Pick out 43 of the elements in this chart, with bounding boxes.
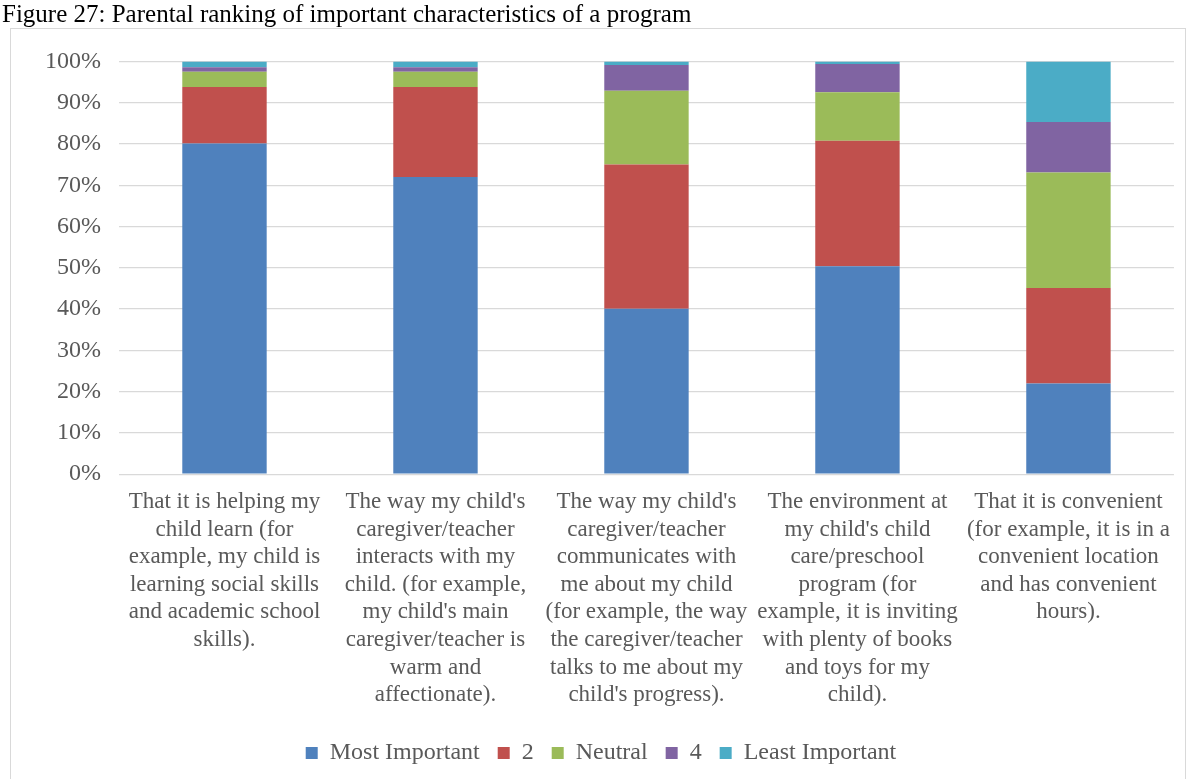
y-tick-label: 70% bbox=[56, 170, 101, 197]
y-tick-label: 40% bbox=[56, 294, 101, 321]
y-tick-label: 20% bbox=[56, 376, 101, 403]
x-tick-label: The way my child's caregiver/teacher communicates with me about my child (for example, the way the caregiver/teacher talks to me about my child's progress). bbox=[545, 488, 748, 707]
x-tick-label: That it is convenient (for example, it is in a convenient location and has convenient hours). bbox=[966, 488, 1170, 624]
bar bbox=[393, 67, 478, 72]
y-tick-label: 60% bbox=[56, 211, 101, 238]
bar bbox=[1026, 122, 1111, 173]
chart-title: Figure 27: Parental ranking of important characteristics of a program bbox=[2, 0, 692, 28]
bar bbox=[1026, 383, 1111, 474]
bar bbox=[604, 308, 689, 474]
bar bbox=[182, 143, 267, 474]
y-tick-label: 50% bbox=[56, 253, 101, 280]
legend-label: Most Important bbox=[329, 738, 481, 765]
bar bbox=[815, 92, 900, 141]
bar bbox=[1026, 61, 1111, 123]
x-tick-label: The environment at my child's child care/preschool program (for example, it is inviting with plenty of books and toys for my child). bbox=[757, 488, 959, 707]
bar bbox=[815, 140, 900, 267]
legend-label: Neutral bbox=[575, 738, 648, 765]
y-tick-label: 80% bbox=[56, 129, 101, 156]
bar bbox=[604, 164, 689, 309]
y-tick-label: 100% bbox=[44, 46, 101, 73]
legend-label: Least Important bbox=[743, 738, 897, 765]
bar bbox=[393, 71, 478, 87]
bar bbox=[604, 90, 689, 165]
y-tick-label: 0% bbox=[68, 459, 101, 486]
bar bbox=[393, 86, 478, 177]
bar bbox=[393, 176, 478, 474]
bar bbox=[815, 63, 900, 93]
y-tick-label: 30% bbox=[56, 335, 101, 362]
bar bbox=[815, 266, 900, 474]
legend-label: 4 bbox=[689, 738, 702, 765]
bar bbox=[182, 67, 267, 72]
x-tick-label: That it is helping my child learn (for example, my child is learning social skills and academic school skills). bbox=[128, 488, 321, 652]
bar bbox=[604, 65, 689, 91]
x-tick-label: The way my child's caregiver/teacher interacts with my child. (for example, my child's main caregiver/teacher is warm and affectionate). bbox=[344, 488, 527, 707]
y-tick-label: 10% bbox=[56, 418, 101, 445]
legend-label: 2 bbox=[521, 738, 534, 765]
y-tick-label: 90% bbox=[56, 87, 101, 114]
bar bbox=[182, 71, 267, 87]
bar bbox=[182, 86, 267, 144]
bar bbox=[1026, 172, 1111, 289]
bar bbox=[1026, 288, 1111, 384]
